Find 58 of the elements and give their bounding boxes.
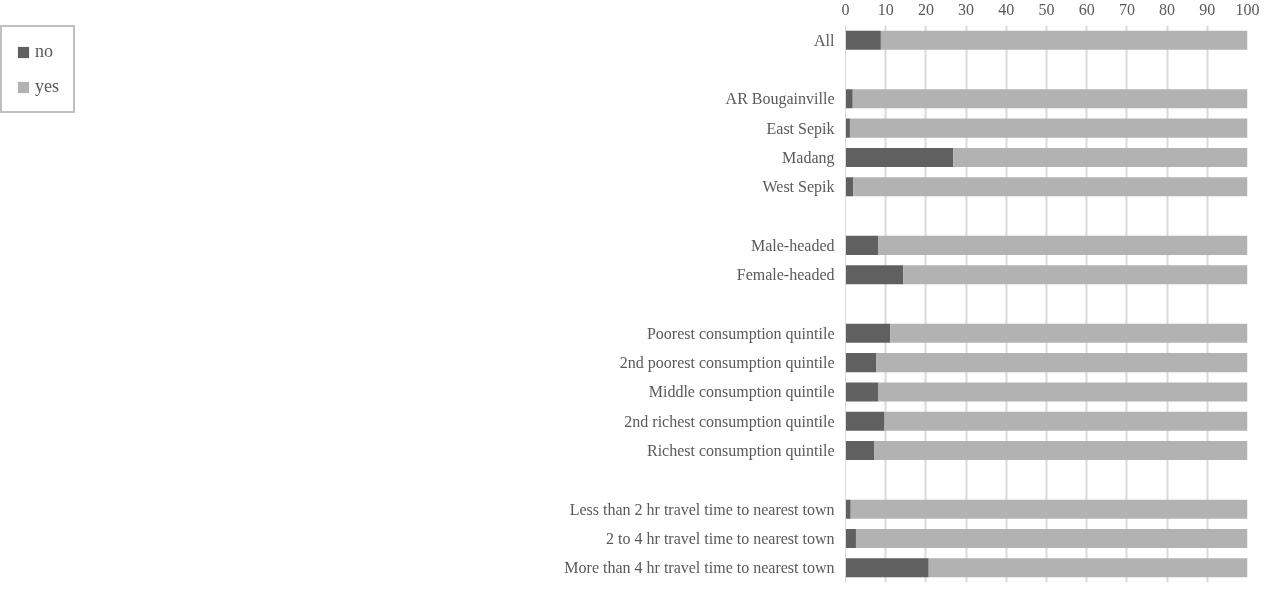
bar	[845, 147, 954, 167]
bar	[884, 411, 1248, 431]
bar	[880, 30, 1248, 50]
bar	[855, 529, 1248, 549]
y-tick-label: More than 4 hr travel time to nearest town	[564, 559, 835, 577]
x-tick-label: 80	[1159, 0, 1176, 18]
bar	[853, 177, 1248, 197]
bar	[845, 89, 853, 109]
bar	[845, 529, 856, 549]
bar	[845, 177, 854, 197]
bar	[928, 558, 1248, 578]
bar	[878, 235, 1248, 255]
y-tick-label: Richest consumption quintile	[646, 442, 835, 461]
bar	[845, 558, 929, 578]
bar	[890, 323, 1248, 343]
legend-label: yes	[35, 76, 59, 97]
x-tick-label: 0	[841, 0, 850, 18]
y-tick-label: East Sepik	[766, 119, 835, 138]
y-tick-label: Poorest consumption quintile	[646, 324, 835, 343]
bar	[903, 265, 1248, 285]
bar	[876, 353, 1248, 373]
y-tick-label: All	[814, 31, 836, 49]
bar	[845, 382, 879, 402]
x-tick-label: 70	[1118, 0, 1135, 18]
x-tick-label: 90	[1199, 0, 1216, 18]
bar	[845, 235, 879, 255]
y-tick-label: 2nd poorest consumption quintile	[619, 354, 835, 373]
x-tick-label: 30	[958, 0, 975, 18]
bar	[878, 382, 1248, 402]
x-tick-label: 20	[917, 0, 934, 18]
bar	[845, 411, 885, 431]
x-tick-label: 60	[1078, 0, 1095, 18]
y-tick-label: Less than 2 hr travel time to nearest town	[569, 500, 835, 518]
bar	[850, 499, 1248, 519]
legend-label: no	[35, 41, 54, 62]
y-tick-label: Male-headed	[750, 236, 835, 254]
y-tick-label: 2nd richest consumption quintile	[624, 412, 835, 431]
x-tick-label: 50	[1038, 0, 1055, 18]
bar	[845, 118, 850, 138]
y-tick-label: Madang	[782, 148, 835, 167]
bar	[845, 323, 891, 343]
x-tick-label: 10	[877, 0, 894, 18]
y-tick-label: Female-headed	[736, 266, 835, 284]
bar	[845, 353, 877, 373]
y-tick-label: AR Bougainville	[725, 90, 835, 109]
x-tick-label: 40	[998, 0, 1015, 18]
x-tick-label: 100	[1235, 0, 1260, 18]
y-tick-label: 2 to 4 hr travel time to nearest town	[606, 530, 835, 548]
y-tick-label: Middle consumption quintile	[648, 383, 835, 402]
bar	[953, 147, 1248, 167]
bar	[845, 265, 904, 285]
bar	[845, 30, 881, 50]
y-tick-label: West Sepik	[762, 178, 835, 197]
bar	[874, 441, 1248, 461]
bar	[845, 499, 851, 519]
bar	[845, 441, 875, 461]
bar	[852, 89, 1248, 109]
bar	[849, 118, 1248, 138]
